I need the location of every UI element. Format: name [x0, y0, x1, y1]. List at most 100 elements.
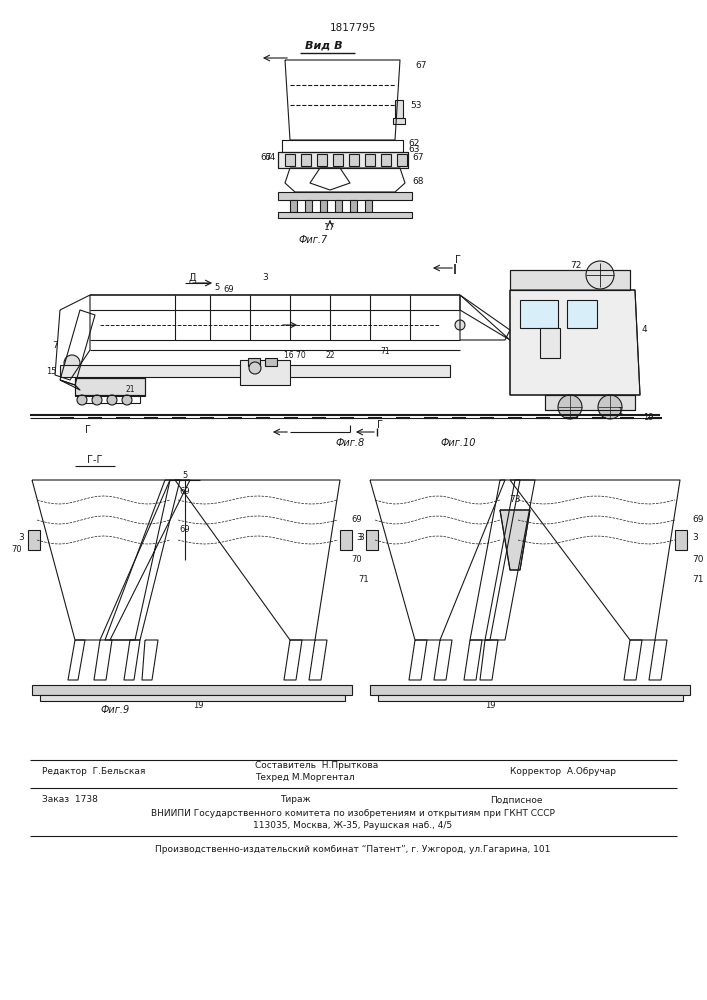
Text: 113035, Москва, Ж-35, Раушская наб., 4/5: 113035, Москва, Ж-35, Раушская наб., 4/5: [253, 820, 452, 830]
Text: Г: Г: [377, 420, 383, 430]
Bar: [349, 154, 359, 166]
Polygon shape: [545, 395, 635, 410]
Text: Фиг.10: Фиг.10: [440, 438, 476, 448]
Bar: [378, 695, 683, 701]
Circle shape: [249, 362, 261, 374]
Bar: [540, 328, 560, 358]
Text: 1817795: 1817795: [329, 23, 376, 33]
Text: Корректор  А.Обручар: Корректор А.Обручар: [510, 768, 616, 776]
Text: Производственно-издательский комбинат “Патент”, г. Ужгород, ул.Гагарина, 101: Производственно-издательский комбинат “П…: [156, 846, 551, 854]
Text: 19: 19: [643, 414, 653, 422]
Text: 72: 72: [570, 260, 581, 269]
Text: 21: 21: [125, 385, 135, 394]
Text: Техред М.Моргентал: Техред М.Моргентал: [255, 774, 355, 782]
Bar: [278, 212, 412, 218]
Text: 69: 69: [180, 526, 190, 534]
Text: Г: Г: [85, 425, 91, 435]
Bar: [285, 154, 295, 166]
Text: 70: 70: [692, 556, 703, 564]
Text: 69: 69: [351, 516, 362, 524]
Text: 73: 73: [509, 495, 521, 504]
Text: 15: 15: [47, 367, 57, 376]
Text: Фиг.9: Фиг.9: [100, 705, 129, 715]
Polygon shape: [500, 510, 530, 570]
Circle shape: [92, 395, 102, 405]
Bar: [265, 358, 277, 366]
Text: 3: 3: [18, 534, 24, 542]
Bar: [248, 358, 260, 366]
Bar: [28, 530, 40, 550]
Bar: [75, 378, 145, 396]
Bar: [393, 118, 405, 124]
Bar: [520, 300, 558, 328]
Text: Заказ  1738: Заказ 1738: [42, 796, 98, 804]
Bar: [381, 154, 391, 166]
Bar: [350, 200, 357, 212]
Text: 70: 70: [351, 556, 362, 564]
Bar: [278, 192, 412, 200]
Bar: [240, 360, 290, 385]
Bar: [305, 200, 312, 212]
Text: 17: 17: [325, 224, 336, 232]
Text: 4: 4: [642, 326, 648, 334]
Text: Вид В: Вид В: [305, 40, 343, 50]
Text: 62: 62: [408, 138, 419, 147]
Text: Фиг.7: Фиг.7: [298, 235, 327, 245]
Bar: [340, 530, 352, 550]
Circle shape: [122, 395, 132, 405]
Text: 71: 71: [358, 576, 368, 584]
Circle shape: [64, 355, 80, 371]
Text: Редактор  Г.Бельская: Редактор Г.Бельская: [42, 768, 146, 776]
Text: Тираж: Тираж: [280, 796, 310, 804]
Bar: [567, 300, 597, 328]
Bar: [365, 154, 375, 166]
Text: 67: 67: [415, 60, 426, 70]
Bar: [333, 154, 343, 166]
Bar: [366, 530, 378, 550]
Text: 67: 67: [412, 153, 423, 162]
Text: 64: 64: [264, 153, 276, 162]
Text: 69: 69: [180, 488, 190, 496]
Text: 3: 3: [692, 534, 698, 542]
Text: 19: 19: [193, 700, 203, 710]
Bar: [335, 200, 342, 212]
Bar: [40, 695, 345, 701]
Text: 7: 7: [52, 340, 58, 350]
Text: 70: 70: [11, 546, 22, 554]
Text: Фиг.8: Фиг.8: [335, 438, 365, 448]
Text: 71: 71: [380, 348, 390, 357]
Bar: [60, 365, 450, 377]
Text: ВНИИПИ Государственного комитета по изобретениям и открытиям при ГКНТ СССР: ВНИИПИ Государственного комитета по изоб…: [151, 808, 555, 818]
Polygon shape: [510, 290, 640, 395]
Text: 68: 68: [412, 178, 423, 186]
Bar: [395, 100, 403, 120]
Text: 53: 53: [410, 101, 421, 109]
Bar: [290, 200, 297, 212]
Circle shape: [598, 395, 622, 419]
Bar: [320, 200, 327, 212]
Bar: [301, 154, 311, 166]
Text: Составитель  Н.Прыткова: Составитель Н.Прыткова: [255, 760, 378, 770]
Bar: [397, 154, 407, 166]
Bar: [365, 200, 372, 212]
Text: 69: 69: [692, 516, 703, 524]
Circle shape: [77, 395, 87, 405]
Circle shape: [586, 261, 614, 289]
Bar: [317, 154, 327, 166]
Text: 1: 1: [617, 408, 623, 416]
Text: 3: 3: [262, 272, 268, 282]
Text: 3: 3: [358, 534, 363, 542]
Text: 69: 69: [223, 286, 234, 294]
Circle shape: [107, 395, 117, 405]
Text: 3: 3: [356, 534, 362, 542]
Bar: [675, 530, 687, 550]
Text: 22: 22: [325, 351, 334, 360]
Text: 16 70: 16 70: [284, 351, 306, 360]
Text: 5: 5: [182, 472, 187, 481]
Text: 5: 5: [214, 282, 220, 292]
Text: 71: 71: [692, 576, 703, 584]
Bar: [80, 395, 140, 403]
Circle shape: [558, 395, 582, 419]
Circle shape: [455, 320, 465, 330]
Text: 67: 67: [260, 153, 272, 162]
